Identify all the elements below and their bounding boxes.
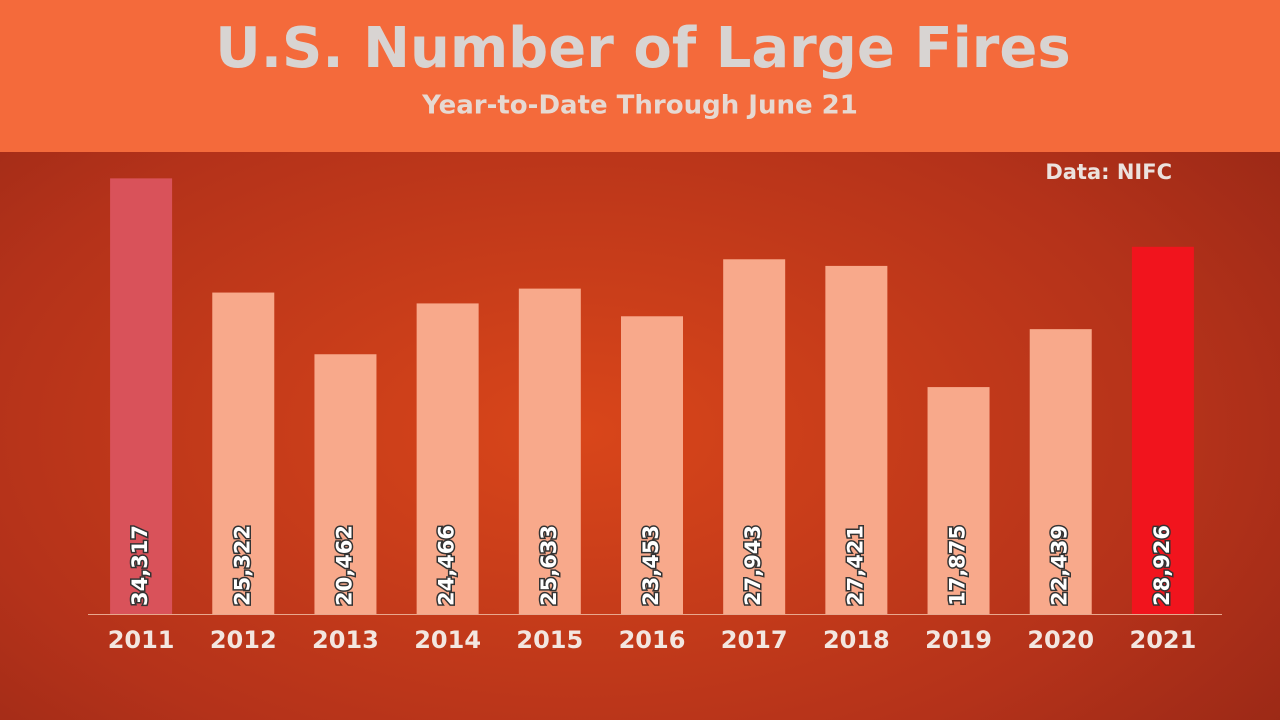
bar [825, 265, 888, 614]
bar [1029, 329, 1092, 614]
value-label: 20,462 [332, 525, 356, 606]
bar [416, 303, 479, 614]
bar [212, 292, 275, 614]
value-label: 23,453 [639, 525, 663, 606]
bar [314, 354, 377, 614]
x-tick-label: 2013 [312, 626, 379, 654]
x-tick-label: 2014 [414, 626, 481, 654]
x-tick-label: 2012 [210, 626, 277, 654]
chart-title: U.S. Number of Large Fires [215, 16, 1070, 81]
value-label: 17,875 [946, 525, 970, 606]
x-tick-label: 2019 [925, 626, 992, 654]
bar [518, 288, 581, 614]
value-label: 34,317 [128, 525, 152, 606]
bar [110, 178, 173, 614]
source: Data: NIFC [1045, 160, 1172, 184]
x-tick-label: 2011 [108, 626, 175, 654]
x-tick-label: 2021 [1130, 626, 1197, 654]
value-label: 24,466 [435, 525, 459, 606]
x-tick-label: 2016 [619, 626, 686, 654]
value-label: 27,421 [843, 525, 867, 606]
value-label: 22,439 [1048, 525, 1072, 606]
bar [927, 387, 990, 614]
chart-subtitle: Year-to-Date Through June 21 [421, 91, 858, 121]
x-tick-label: 2020 [1027, 626, 1094, 654]
x-tick-label: 2018 [823, 626, 890, 654]
x-tick-label: 2015 [516, 626, 583, 654]
header [0, 0, 1280, 152]
value-label: 25,322 [230, 525, 254, 606]
value-label: 28,926 [1150, 525, 1174, 606]
value-label: 25,633 [537, 525, 561, 606]
bar [621, 316, 683, 614]
x-tick-label: 2017 [721, 626, 788, 654]
bar [1131, 246, 1194, 614]
value-label: 27,943 [741, 525, 765, 606]
bar [723, 259, 786, 614]
